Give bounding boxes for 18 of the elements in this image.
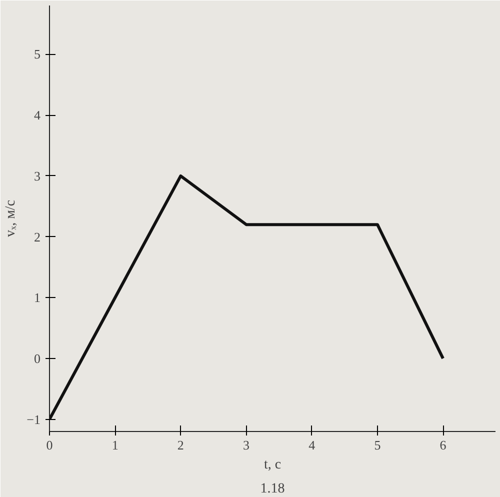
line-series	[50, 174, 445, 421]
x-tick-label: 3	[243, 438, 250, 452]
y-tick-label: 3	[34, 168, 40, 184]
y-axis-title: vₓ, м/с	[4, 200, 19, 238]
text: 1.18	[260, 482, 285, 496]
x-tick-label: 1	[112, 438, 118, 452]
x-tick-label: 6	[440, 438, 447, 452]
y-tick-label: −1	[26, 412, 41, 427]
y-tick-label: 4	[34, 108, 41, 123]
x-axis-title: t, с	[264, 458, 282, 472]
x-tick-label: 2	[177, 438, 184, 452]
x-tick-label: 4	[308, 438, 316, 452]
y-tick-label: 2	[34, 229, 40, 244]
x-tick-label: 0	[46, 438, 53, 452]
y-tick-label: 0	[34, 350, 40, 366]
y-tick-label: 1	[34, 290, 40, 306]
x-tick-label: 5	[374, 438, 381, 452]
y-tick-label: 5	[34, 46, 40, 62]
